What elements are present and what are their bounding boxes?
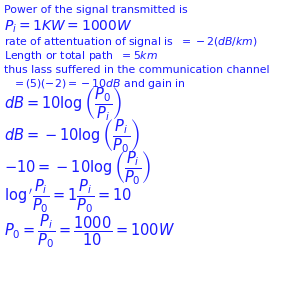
Text: thus lass suffered in the communication channel: thus lass suffered in the communication … (4, 65, 270, 75)
Text: $P_0 = \dfrac{P_i}{P_0} = \dfrac{1000}{10} = 100W$: $P_0 = \dfrac{P_i}{P_0} = \dfrac{1000}{1… (4, 212, 175, 251)
Text: $= (5)( - 2) =  - 10dB$ and gain in: $= (5)( - 2) = - 10dB$ and gain in (12, 77, 185, 91)
Text: $\log' \dfrac{P_i}{P_0} = 1 \dfrac{P_i}{P_0} = 10$: $\log' \dfrac{P_i}{P_0} = 1 \dfrac{P_i}{… (4, 177, 133, 215)
Text: $dB = 10 \log\left(\dfrac{P_0}{P_i}\right)$: $dB = 10 \log\left(\dfrac{P_0}{P_i}\righ… (4, 85, 122, 123)
Text: Length or total path  $= 5km$: Length or total path $= 5km$ (4, 49, 159, 63)
Text: $-10 =  - 10 \log\left(\dfrac{P_i}{P_0}\right)$: $-10 = - 10 \log\left(\dfrac{P_i}{P_0}\r… (4, 149, 152, 187)
Text: Power of the signal transmitted is: Power of the signal transmitted is (4, 5, 188, 15)
Text: $dB =  - 10 \log\left(\dfrac{P_i}{P_0}\right)$: $dB = - 10 \log\left(\dfrac{P_i}{P_0}\ri… (4, 117, 140, 155)
Text: $P_i = 1KW = 1000W$: $P_i = 1KW = 1000W$ (4, 18, 133, 35)
Text: rate of attentuation of signal is  $= -2(dB/km)$: rate of attentuation of signal is $= -2(… (4, 35, 258, 49)
